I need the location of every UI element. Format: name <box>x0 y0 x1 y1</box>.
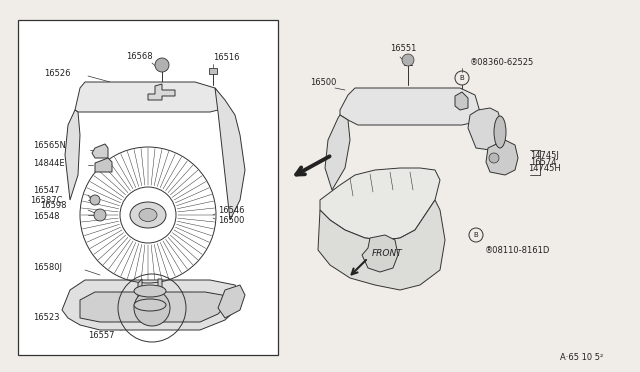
Ellipse shape <box>139 208 157 221</box>
Polygon shape <box>215 88 245 220</box>
Ellipse shape <box>130 202 166 228</box>
Polygon shape <box>148 84 175 100</box>
Polygon shape <box>468 108 502 150</box>
Text: ®08360-62525: ®08360-62525 <box>470 58 534 67</box>
Ellipse shape <box>134 285 166 297</box>
Ellipse shape <box>494 116 506 148</box>
Bar <box>18 20 278 355</box>
Text: 16526: 16526 <box>44 68 70 77</box>
Circle shape <box>94 209 106 221</box>
Text: 14745H: 14745H <box>528 164 561 173</box>
Polygon shape <box>92 144 108 158</box>
Text: 16547: 16547 <box>33 186 60 195</box>
Text: 16587C: 16587C <box>30 196 63 205</box>
Text: 16557: 16557 <box>88 330 115 340</box>
Text: 16500: 16500 <box>310 77 337 87</box>
Text: B: B <box>474 232 478 238</box>
Polygon shape <box>455 92 468 110</box>
Text: 16568: 16568 <box>126 51 152 61</box>
Text: 16565N: 16565N <box>33 141 66 150</box>
Polygon shape <box>318 200 445 290</box>
Polygon shape <box>218 285 245 318</box>
Text: B: B <box>460 75 465 81</box>
Polygon shape <box>486 140 518 175</box>
Polygon shape <box>320 168 440 240</box>
Polygon shape <box>62 280 240 330</box>
Polygon shape <box>80 292 228 322</box>
Polygon shape <box>138 279 162 305</box>
Ellipse shape <box>134 299 166 311</box>
Circle shape <box>155 58 169 72</box>
Circle shape <box>402 54 414 66</box>
Polygon shape <box>325 115 350 190</box>
Circle shape <box>90 195 100 205</box>
Circle shape <box>489 153 499 163</box>
Text: 14844E: 14844E <box>33 158 65 167</box>
Text: 16523: 16523 <box>33 314 60 323</box>
Text: 16598: 16598 <box>40 201 67 209</box>
Text: 16500: 16500 <box>218 215 244 224</box>
Text: 16580J: 16580J <box>33 263 62 273</box>
Polygon shape <box>75 82 225 112</box>
Polygon shape <box>95 158 112 172</box>
Text: 16574: 16574 <box>530 157 557 167</box>
Text: 16576E: 16576E <box>182 292 214 301</box>
Text: 16548: 16548 <box>33 212 60 221</box>
Text: 14745J: 14745J <box>530 151 559 160</box>
Text: 16551: 16551 <box>390 44 417 52</box>
Text: 16516: 16516 <box>213 52 239 61</box>
Polygon shape <box>65 110 80 200</box>
Text: A·65 10 5²: A·65 10 5² <box>560 353 604 362</box>
Circle shape <box>134 290 170 326</box>
Polygon shape <box>340 88 480 125</box>
Bar <box>209 68 217 74</box>
Text: 16546: 16546 <box>218 205 244 215</box>
Text: ®08110-8161D: ®08110-8161D <box>485 246 550 254</box>
Text: FRONT: FRONT <box>372 248 403 257</box>
Polygon shape <box>362 235 398 272</box>
